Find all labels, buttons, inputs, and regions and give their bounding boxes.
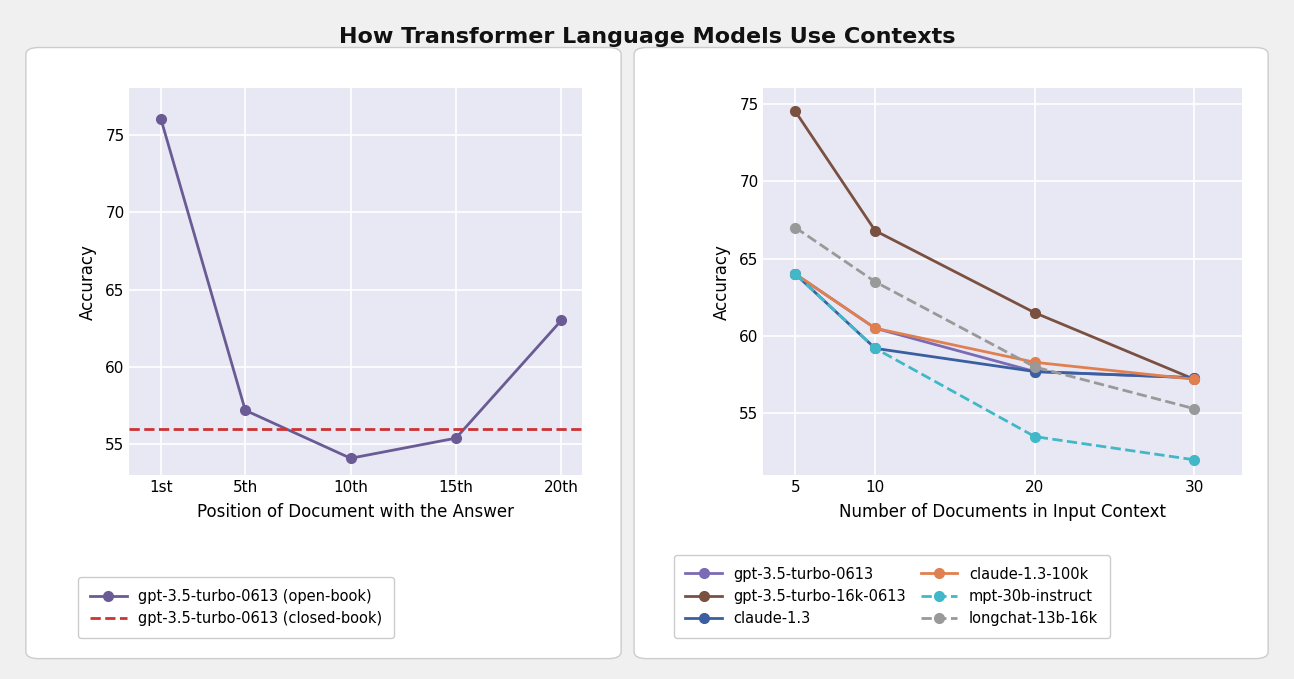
- mpt-30b-instruct: [867, 344, 883, 352]
- FancyBboxPatch shape: [634, 48, 1268, 659]
- mpt-30b-instruct: [788, 270, 804, 278]
- Line: gpt-3.5-turbo-0613 (open-book): gpt-3.5-turbo-0613 (open-book): [157, 114, 565, 463]
- Y-axis label: Accuracy: Accuracy: [79, 244, 97, 320]
- gpt-3.5-turbo-0613: [1187, 373, 1202, 382]
- Line: mpt-30b-instruct: mpt-30b-instruct: [791, 269, 1200, 464]
- Line: longchat-13b-16k: longchat-13b-16k: [791, 223, 1200, 414]
- FancyBboxPatch shape: [26, 48, 621, 659]
- Legend: gpt-3.5-turbo-0613 (open-book), gpt-3.5-turbo-0613 (closed-book): gpt-3.5-turbo-0613 (open-book), gpt-3.5-…: [79, 577, 395, 638]
- Line: claude-1.3: claude-1.3: [791, 269, 1200, 383]
- claude-1.3-100k: [1187, 375, 1202, 384]
- gpt-3.5-turbo-16k-0613: [1027, 309, 1043, 317]
- longchat-13b-16k: [788, 223, 804, 232]
- claude-1.3: [1027, 367, 1043, 375]
- longchat-13b-16k: [1027, 363, 1043, 371]
- mpt-30b-instruct: [1187, 456, 1202, 464]
- gpt-3.5-turbo-16k-0613: [867, 227, 883, 235]
- gpt-3.5-turbo-16k-0613: [1187, 375, 1202, 384]
- claude-1.3: [1187, 373, 1202, 382]
- X-axis label: Position of Document with the Answer: Position of Document with the Answer: [198, 504, 514, 521]
- gpt-3.5-turbo-0613 (open-book): [448, 434, 463, 442]
- X-axis label: Number of Documents in Input Context: Number of Documents in Input Context: [840, 504, 1166, 521]
- gpt-3.5-turbo-0613 (open-book): [343, 454, 358, 462]
- gpt-3.5-turbo-0613 (closed-book): [153, 425, 168, 433]
- Y-axis label: Accuracy: Accuracy: [713, 244, 731, 320]
- gpt-3.5-turbo-0613 (open-book): [554, 316, 569, 325]
- claude-1.3-100k: [788, 270, 804, 278]
- mpt-30b-instruct: [1027, 433, 1043, 441]
- longchat-13b-16k: [867, 278, 883, 286]
- Line: gpt-3.5-turbo-0613: gpt-3.5-turbo-0613: [791, 269, 1200, 383]
- Line: gpt-3.5-turbo-16k-0613: gpt-3.5-turbo-16k-0613: [791, 107, 1200, 384]
- claude-1.3-100k: [867, 324, 883, 332]
- Legend: gpt-3.5-turbo-0613, gpt-3.5-turbo-16k-0613, claude-1.3, claude-1.3-100k, mpt-30b: gpt-3.5-turbo-0613, gpt-3.5-turbo-16k-06…: [674, 555, 1110, 638]
- longchat-13b-16k: [1187, 405, 1202, 413]
- claude-1.3: [788, 270, 804, 278]
- gpt-3.5-turbo-0613 (open-book): [238, 406, 254, 414]
- gpt-3.5-turbo-0613 (closed-book): [132, 425, 148, 433]
- gpt-3.5-turbo-16k-0613: [788, 107, 804, 115]
- gpt-3.5-turbo-0613: [1027, 367, 1043, 375]
- claude-1.3-100k: [1027, 359, 1043, 367]
- gpt-3.5-turbo-0613 (open-book): [153, 115, 168, 124]
- gpt-3.5-turbo-0613: [867, 324, 883, 332]
- Text: How Transformer Language Models Use Contexts: How Transformer Language Models Use Cont…: [339, 27, 955, 47]
- gpt-3.5-turbo-0613: [788, 270, 804, 278]
- claude-1.3: [867, 344, 883, 352]
- Line: claude-1.3-100k: claude-1.3-100k: [791, 269, 1200, 384]
